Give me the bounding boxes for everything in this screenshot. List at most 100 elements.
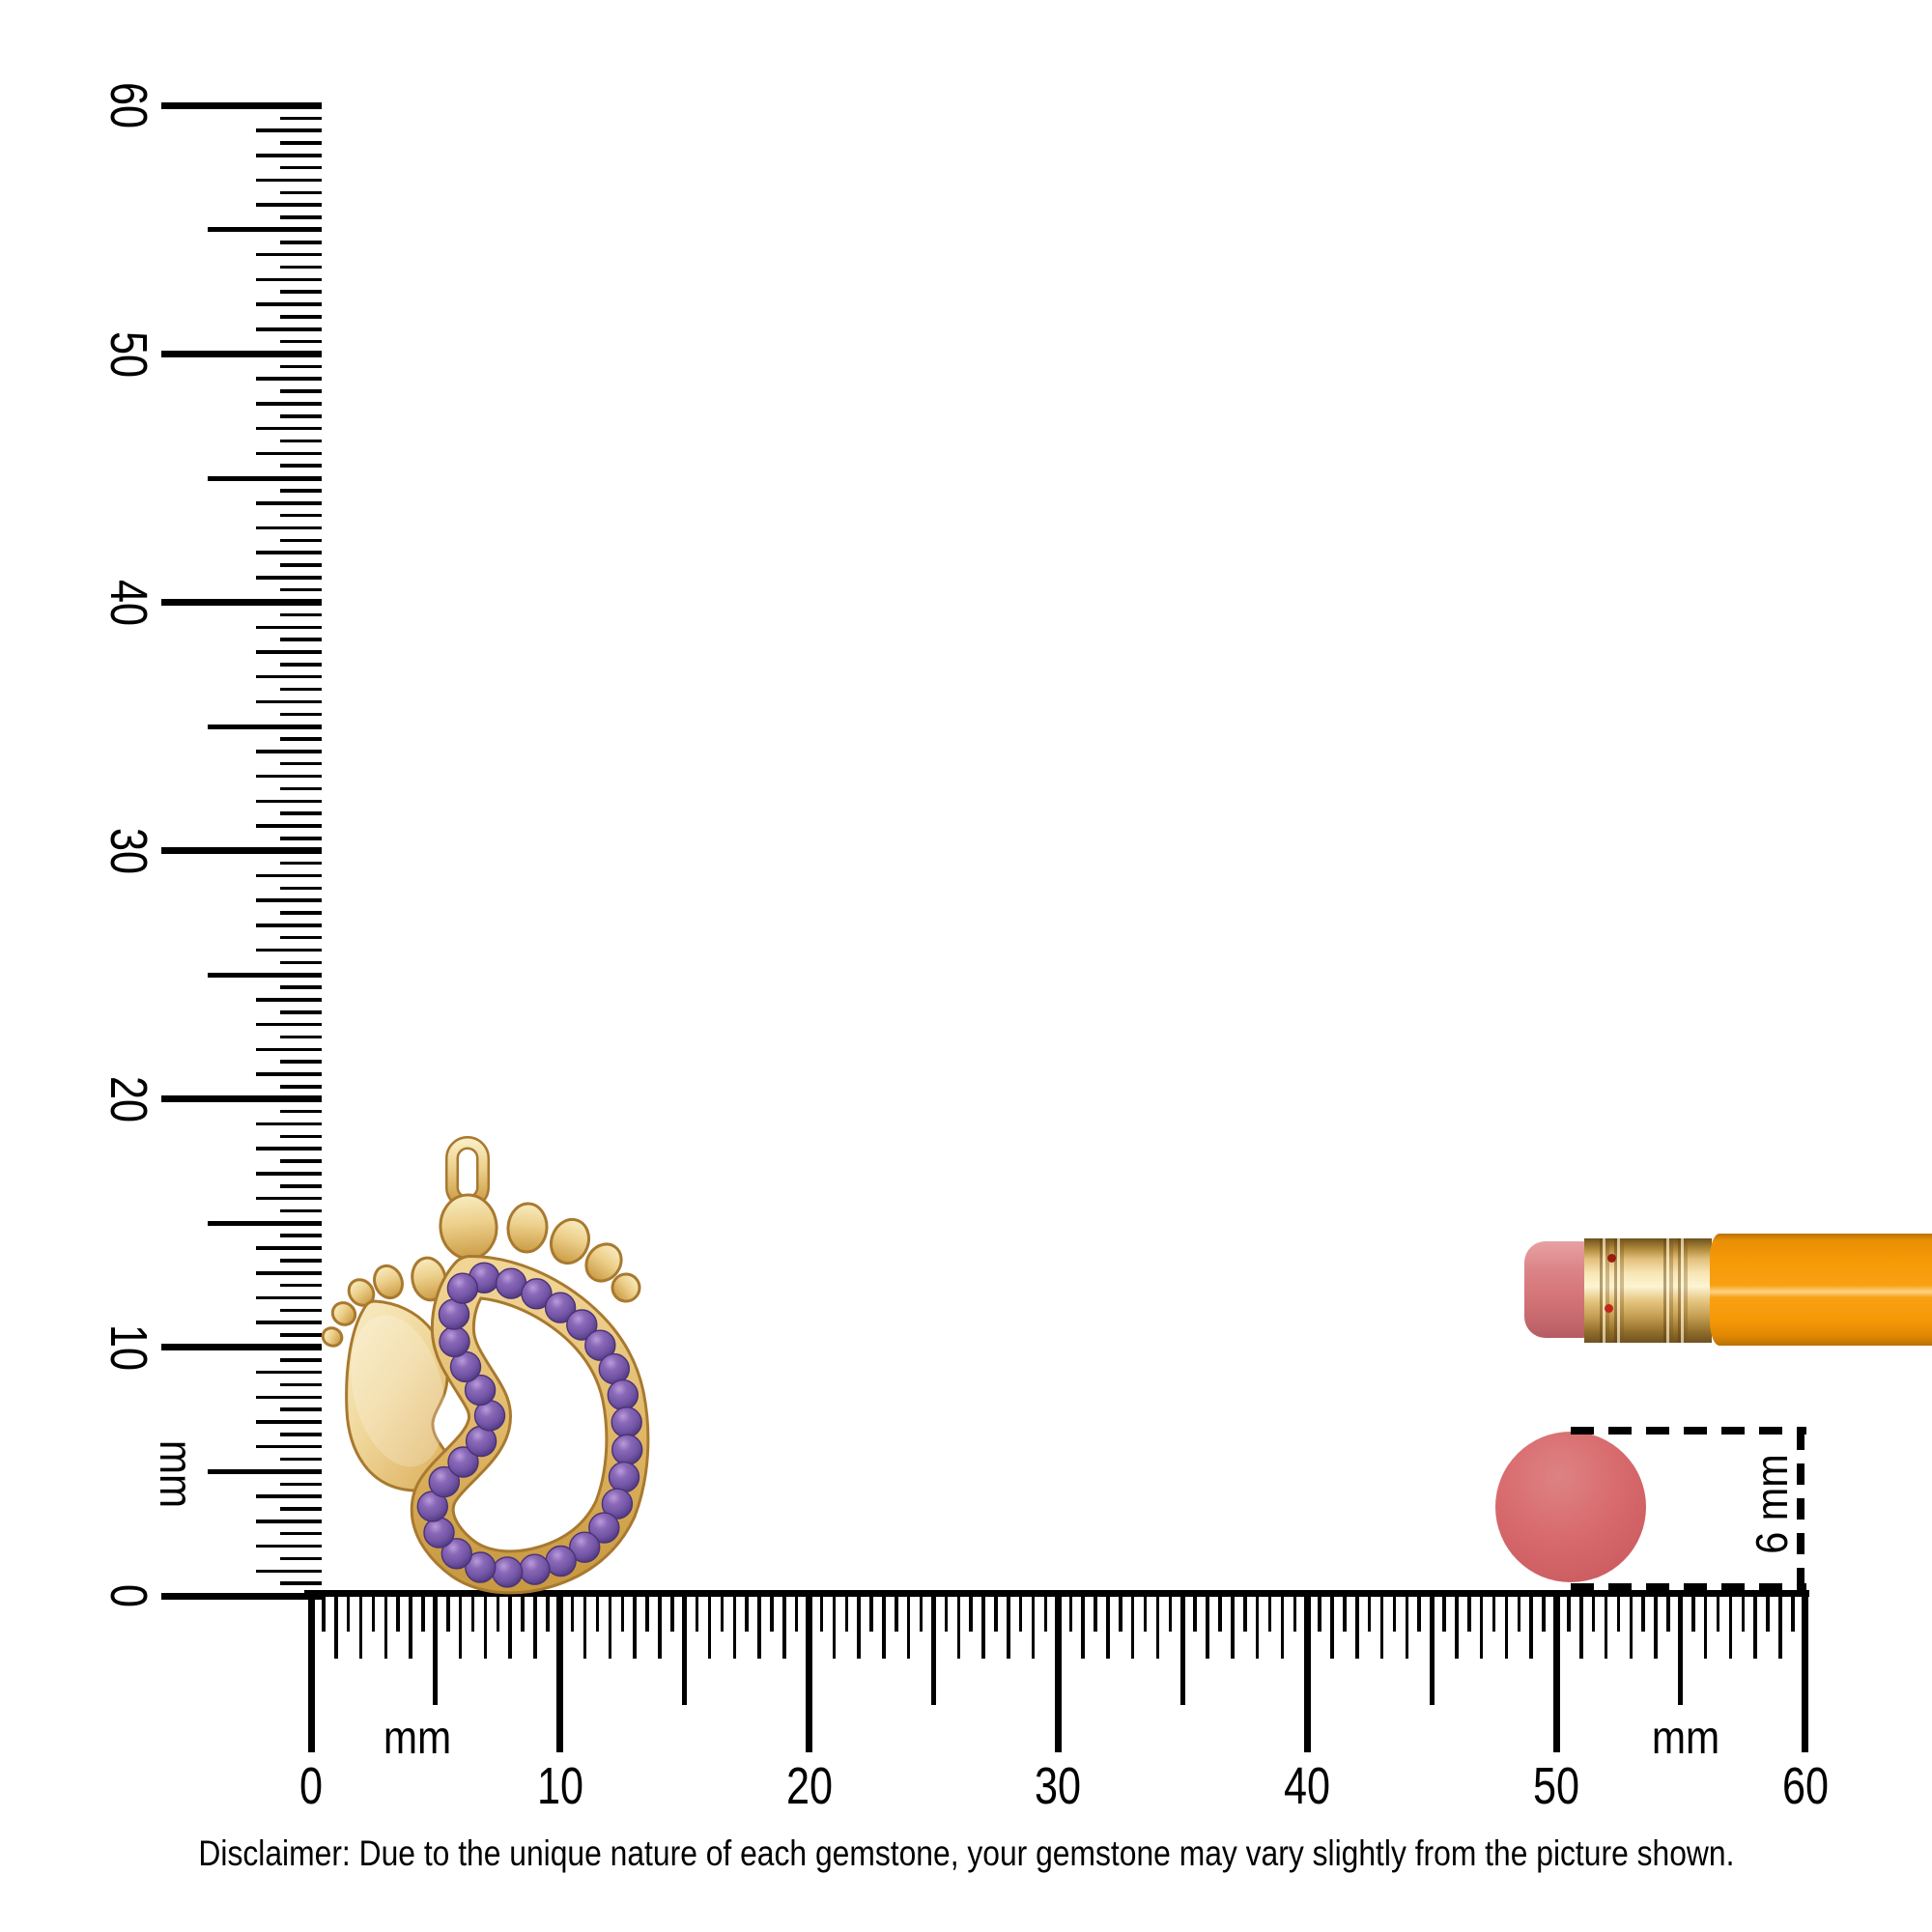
ruler-tick xyxy=(1343,1593,1347,1632)
ruler-tick xyxy=(280,464,322,468)
ruler-tick xyxy=(280,612,322,617)
ruler-tick xyxy=(608,1593,612,1659)
disclaimer-text: Disclaimer: Due to the unique nature of … xyxy=(197,1833,1735,1873)
ruler-tick xyxy=(1728,1593,1733,1659)
ruler-tick xyxy=(280,1208,322,1213)
gemstone xyxy=(611,1434,643,1465)
ruler-tick xyxy=(256,1569,322,1574)
ruler-tick xyxy=(280,215,322,219)
ruler-tick xyxy=(1542,1593,1546,1632)
ruler-tick xyxy=(969,1593,973,1632)
ruler-tick xyxy=(280,414,322,418)
ruler-tick xyxy=(645,1593,649,1632)
ruler-tick xyxy=(280,886,322,890)
ruler-tick xyxy=(1591,1593,1596,1632)
ruler-tick xyxy=(280,1234,322,1237)
ruler-tick xyxy=(256,898,322,902)
gemstone xyxy=(566,1309,598,1341)
ruler-tick xyxy=(161,1095,322,1103)
ruler-tick xyxy=(533,1593,537,1659)
ruler-tick xyxy=(458,1593,463,1659)
ruler-tick xyxy=(770,1593,774,1632)
pendant-gem-band xyxy=(410,1255,650,1595)
ruler-tick xyxy=(256,873,322,878)
ruler-tick xyxy=(280,638,322,641)
ruler-tick xyxy=(280,737,322,741)
ruler-tick xyxy=(280,786,322,791)
ruler-tick xyxy=(396,1593,400,1632)
ruler-label: 40 xyxy=(1284,1757,1331,1815)
ruler-unit-label: mm xyxy=(150,1439,201,1509)
ruler-tick xyxy=(1691,1593,1695,1632)
ruler-tick xyxy=(1666,1593,1670,1632)
ferrule-rivet xyxy=(1607,1254,1616,1263)
ruler-tick xyxy=(1130,1593,1135,1659)
ruler-label: 30 xyxy=(99,827,157,874)
ruler-label: 0 xyxy=(99,1583,157,1608)
ruler-tick xyxy=(280,1259,322,1263)
pencil-eraser xyxy=(1524,1241,1588,1338)
ruler-tick xyxy=(256,1072,322,1076)
ruler-tick xyxy=(280,290,322,294)
ruler-tick xyxy=(1143,1593,1148,1632)
ruler-tick xyxy=(256,377,322,381)
ruler-tick xyxy=(256,302,322,306)
ruler-tick xyxy=(208,972,322,978)
ruler-tick xyxy=(956,1593,961,1659)
ruler-tick xyxy=(280,1382,322,1387)
ruler-tick xyxy=(1791,1593,1795,1632)
ruler-tick xyxy=(994,1593,998,1632)
ruler-tick xyxy=(280,1060,322,1064)
ruler-tick xyxy=(1517,1593,1521,1632)
ruler-tick xyxy=(280,811,322,815)
pencil-body xyxy=(1710,1234,1932,1346)
pencil-ferrule xyxy=(1584,1238,1712,1343)
gemstones xyxy=(416,1262,643,1588)
ferrule-rivet xyxy=(1605,1304,1613,1313)
gemstone xyxy=(611,1406,642,1438)
ruler-tick xyxy=(256,1295,322,1300)
ruler-tick xyxy=(720,1593,724,1632)
ruler-tick xyxy=(1007,1593,1010,1659)
ruler-tick xyxy=(256,750,322,753)
ruler-tick xyxy=(256,625,322,630)
ruler-tick xyxy=(682,1593,688,1705)
ruler-tick xyxy=(256,1246,322,1250)
ruler-tick xyxy=(256,1420,322,1424)
ruler-tick xyxy=(1267,1593,1272,1632)
ruler-tick xyxy=(256,327,322,331)
ruler-label: 20 xyxy=(785,1757,833,1815)
ruler-tick xyxy=(546,1593,550,1632)
ruler-tick xyxy=(256,824,322,828)
gemstone xyxy=(519,1553,551,1585)
ruler-tick xyxy=(832,1593,837,1659)
pendant-big-foot-toes xyxy=(439,1193,641,1303)
ruler-tick xyxy=(256,1271,322,1275)
dimension-label: 6 mm xyxy=(1747,1454,1797,1554)
ruler-tick xyxy=(570,1593,575,1632)
ruler-tick xyxy=(1455,1593,1459,1659)
eraser-scale-dot xyxy=(1495,1432,1646,1582)
ruler-tick xyxy=(1054,1593,1062,1752)
ruler-tick xyxy=(1802,1593,1809,1752)
ruler-tick xyxy=(1081,1593,1085,1659)
ruler-tick xyxy=(280,339,322,344)
ruler-tick xyxy=(1703,1593,1708,1659)
ruler-tick xyxy=(1741,1593,1746,1632)
ruler-tick xyxy=(280,265,322,270)
ruler-label: 60 xyxy=(99,82,157,129)
ruler-tick xyxy=(433,1593,439,1705)
ruler-tick xyxy=(208,475,322,481)
gemstone xyxy=(545,1545,577,1577)
ruler-tick xyxy=(256,526,322,530)
ruler-unit-label: mm xyxy=(1651,1713,1720,1764)
ruler-tick xyxy=(1106,1593,1110,1659)
ruler-tick xyxy=(256,1122,322,1126)
ruler-tick xyxy=(280,861,322,866)
ruler-tick xyxy=(161,847,322,855)
ruler-tick xyxy=(582,1593,587,1659)
ruler-tick xyxy=(256,402,322,406)
ruler-tick xyxy=(1442,1593,1446,1632)
ruler-tick xyxy=(280,489,322,493)
ruler-tick xyxy=(280,761,322,766)
